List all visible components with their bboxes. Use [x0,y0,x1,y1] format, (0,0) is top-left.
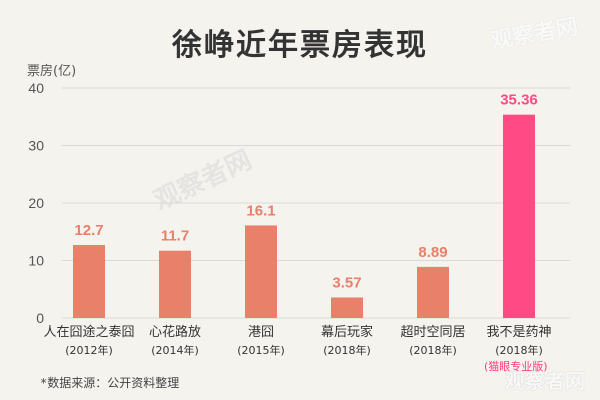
y-tick-labels: 0 10 20 30 40 [28,80,44,326]
value-label: 11.7 [161,228,189,245]
x-year-label: (2018年) [495,343,543,357]
x-tick-label: 港囧 [248,325,274,340]
y-tick-label: 30 [28,138,44,154]
x-tick-label: 幕后玩家 [321,324,373,340]
x-year-label: (2012年) [65,343,113,357]
value-label: 35.36 [500,92,538,109]
x-year-label: (2018年) [323,343,371,357]
value-labels: 12.7 11.7 16.1 3.57 8.89 35.36 [74,92,537,292]
x-tick-label: 超时空同居 [400,325,465,340]
value-label: 3.57 [332,274,361,291]
y-axis-label: 票房(亿) [27,64,77,79]
x-year-label: (2014年) [151,343,199,357]
y-tick-label: 40 [28,80,44,96]
x-tick-labels: 人在囧途之泰囧 (2012年) 心花路放 (2014年) 港囧 (2015年) 幕后玩家 (2… [43,324,551,357]
x-tick-label: 我不是药神 [486,325,551,340]
y-tick-label: 20 [28,195,44,211]
value-label: 12.7 [74,222,103,239]
x-year-label: (2018年) [409,343,457,357]
watermark-bottom: 观察者网 [505,369,585,393]
value-label: 16.1 [246,202,275,219]
source-note: *数据来源：公开资料整理 [40,376,180,390]
y-tick-label: 0 [36,310,44,326]
source-credit: (猫眼专业版) [484,360,548,373]
bar [73,244,105,318]
bar [245,225,277,318]
gridlines [62,87,570,319]
chart-title: 徐峥近年票房表现 [172,28,428,63]
bar [159,250,191,318]
value-label: 8.89 [418,244,447,261]
x-tick-label: 心花路放 [149,324,201,340]
bar [417,266,449,318]
x-tick-label: 人在囧途之泰囧 [43,324,134,340]
x-year-label: (2015年) [237,343,285,357]
bar [503,114,535,319]
y-tick-label: 10 [28,253,44,269]
bar [331,297,363,318]
bars [73,114,535,319]
